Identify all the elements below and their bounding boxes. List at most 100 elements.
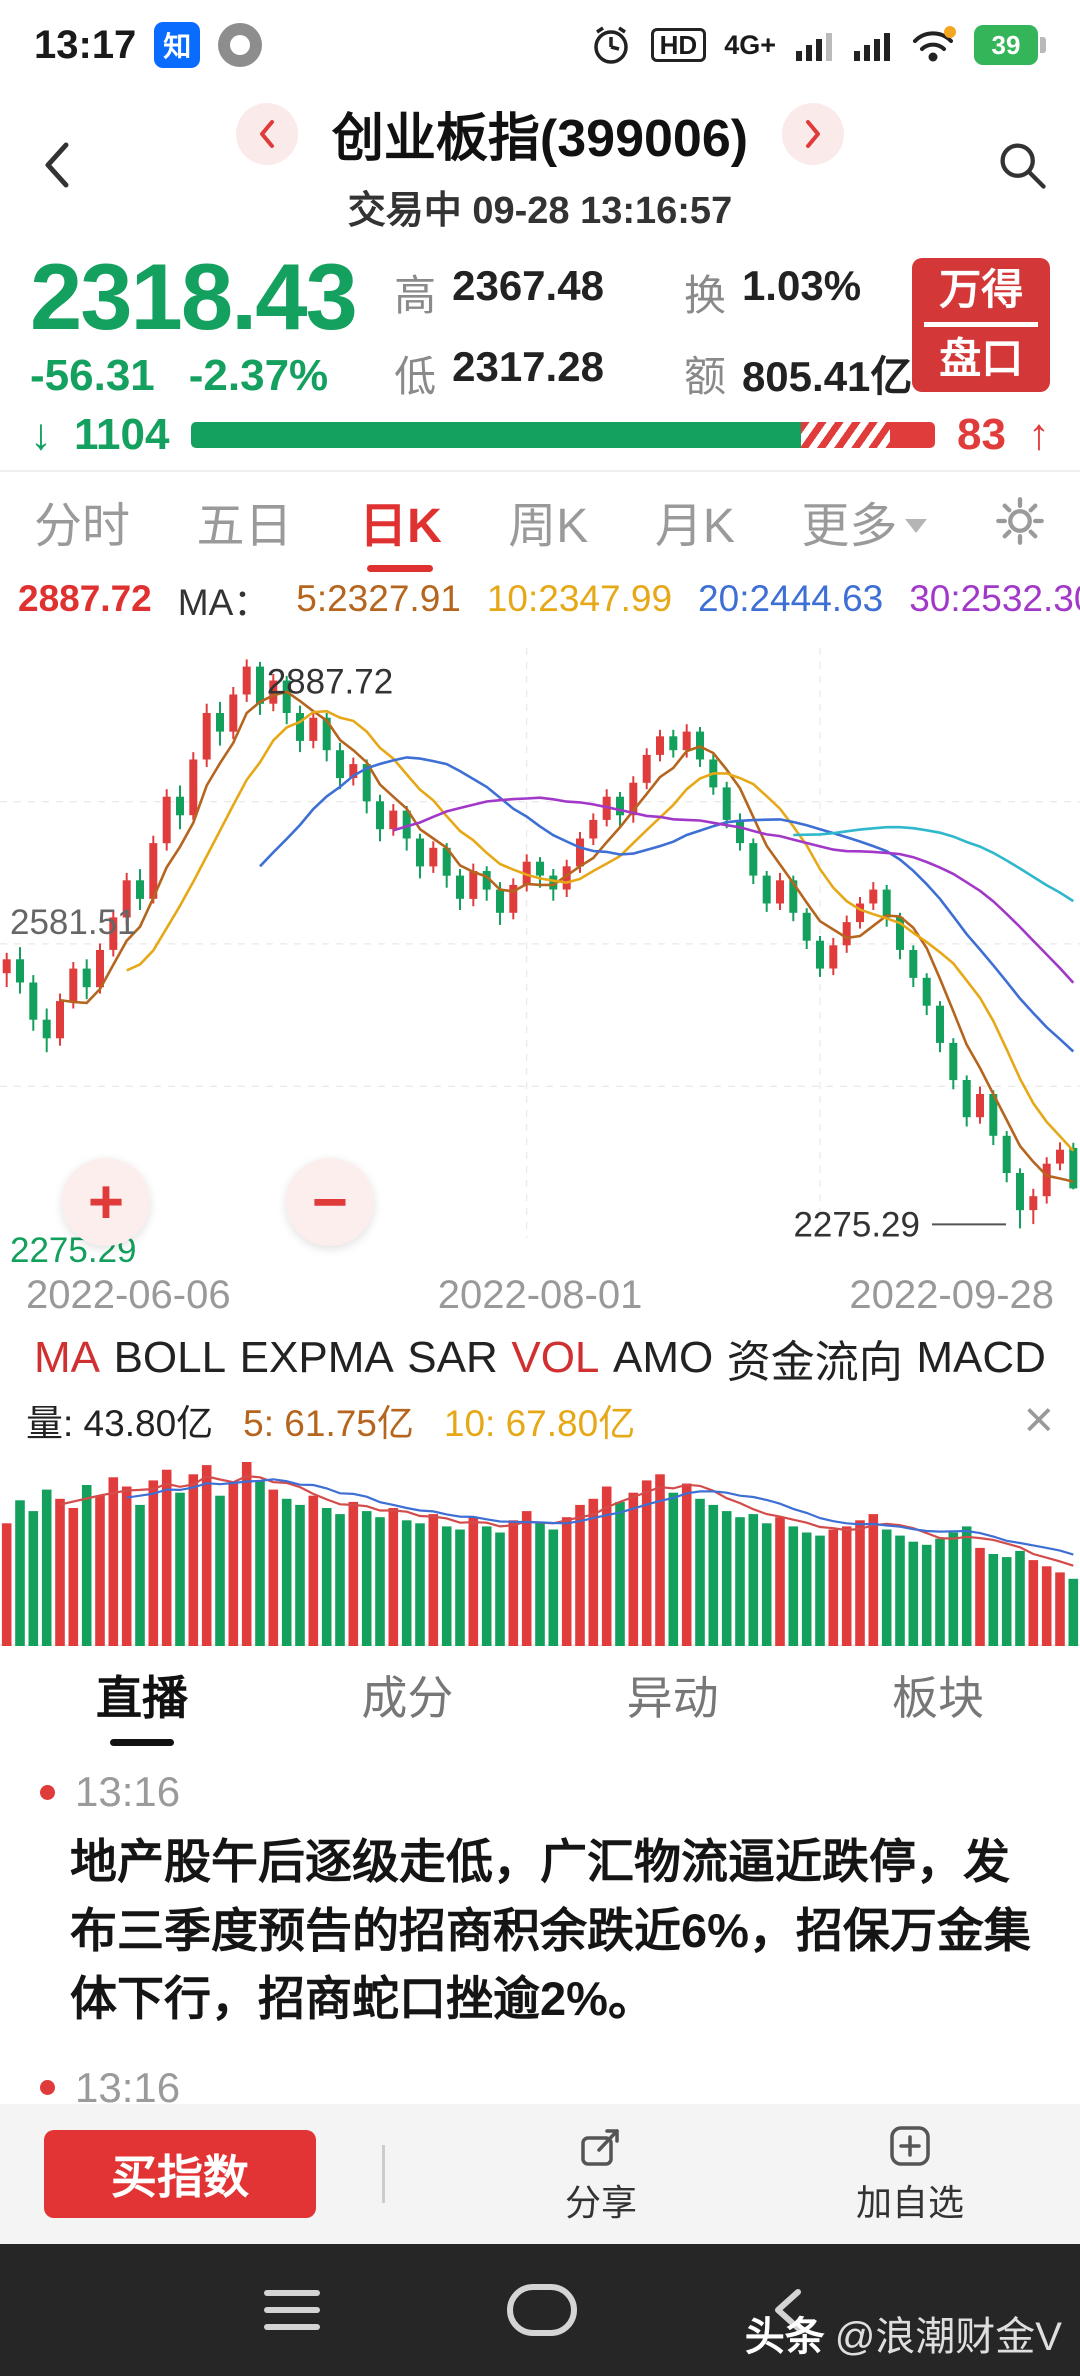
action-bar: 买指数 分享 加自选 bbox=[0, 2104, 1080, 2244]
search-icon[interactable] bbox=[994, 137, 1050, 193]
toutiao-status-icon bbox=[218, 23, 263, 67]
period-tabs: 分时 五日 日K 周K 月K 更多 bbox=[0, 472, 1080, 570]
indicator-sar[interactable]: SAR bbox=[407, 1333, 498, 1382]
page-title: 创业板指(399006) bbox=[331, 110, 749, 168]
ma20-value: 20:2444.63 bbox=[698, 578, 884, 619]
ma5-value: 5:2327.91 bbox=[296, 578, 461, 619]
volume-chart bbox=[0, 1446, 1080, 1646]
market-breadth-bar: ↓ 1104 83 ↑ bbox=[0, 400, 1080, 472]
battery-indicator: 39 bbox=[974, 25, 1046, 65]
news-text: 地产股午后逐级走低，广汇物流逼近跌停，发布三季度预告的招商积余跌近6%，招保万金… bbox=[70, 1835, 1031, 2026]
status-time: 13:17 bbox=[34, 22, 137, 67]
divider bbox=[382, 2145, 385, 2203]
android-back-icon[interactable] bbox=[764, 2284, 816, 2336]
chevron-right-icon bbox=[806, 119, 821, 148]
tab-weekly-k[interactable]: 周K bbox=[508, 500, 589, 553]
signal-bars-icon bbox=[796, 33, 832, 61]
alarm-clock-icon bbox=[593, 26, 628, 64]
content-tabs: 直播 成分 异动 板块 bbox=[0, 1646, 1080, 1744]
axis-max-label: 2887.72 bbox=[18, 578, 152, 619]
zoom-out-button[interactable]: − bbox=[286, 1158, 374, 1246]
volume-legend: 量: 43.80亿 5: 61.75亿 10: 67.80亿 × bbox=[0, 1394, 1080, 1446]
svg-text:2581.51: 2581.51 bbox=[10, 903, 137, 942]
tab-more[interactable]: 更多 bbox=[801, 486, 928, 556]
stat-amount: 额 805.41亿 bbox=[683, 353, 913, 400]
indicator-expma[interactable]: EXPMA bbox=[239, 1333, 394, 1382]
share-button[interactable]: 分享 bbox=[565, 2122, 637, 2226]
header: 创业板指(399006) 交易中 09-28 13:16:57 bbox=[0, 90, 1080, 240]
up-arrow-icon: ↑ bbox=[1028, 410, 1050, 459]
list-item[interactable]: 13:16 地产股午后逐级走低，广汇物流逼近跌停，发布三季度预告的招商积余跌近6… bbox=[40, 1768, 1040, 2034]
status-bar: 13:17 知 HD 4G+ 39 bbox=[0, 0, 1080, 90]
quote-stats: 高 2367.48 换 1.03% 低 2317.28 额 805.41亿 bbox=[394, 262, 912, 404]
tab-sectors[interactable]: 板块 bbox=[891, 1672, 984, 1724]
tab-live[interactable]: 直播 bbox=[96, 1662, 188, 1728]
indicator-ma[interactable]: MA bbox=[34, 1333, 100, 1382]
minus-icon: − bbox=[311, 1167, 349, 1237]
next-index-button[interactable] bbox=[782, 102, 845, 165]
ma30-value: 30:2532.30 bbox=[909, 578, 1080, 619]
svg-text:2887.72: 2887.72 bbox=[267, 662, 394, 701]
signal-bars-2-icon bbox=[854, 33, 890, 61]
svg-text:2275.29: 2275.29 bbox=[793, 1205, 920, 1244]
x-axis-labels: 2022-06-06 2022-08-01 2022-09-28 bbox=[0, 1268, 1080, 1322]
system-nav-bar: 头条 @浪潮财金V bbox=[0, 2244, 1080, 2376]
close-volume-panel-icon[interactable]: × bbox=[1023, 1391, 1054, 1449]
breadth-ratio-bar bbox=[191, 422, 936, 448]
ma-legend: 2887.72 MA： 5:2327.91 10:2347.99 20:2444… bbox=[0, 570, 1080, 628]
indicator-tabs: MA BOLL EXPMA SAR VOL AMO 资金流向 MACD bbox=[0, 1322, 1080, 1394]
wifi-icon bbox=[913, 26, 956, 62]
volume-ma10: 10: 67.80亿 bbox=[443, 1403, 636, 1444]
volume-current: 量: 43.80亿 bbox=[26, 1403, 214, 1444]
tab-five-day[interactable]: 五日 bbox=[196, 500, 293, 553]
advancers-count: 83 bbox=[957, 410, 1006, 459]
wind-orderbook-badge[interactable]: 万得 盘口 bbox=[912, 258, 1050, 392]
bullet-dot-icon bbox=[40, 1784, 55, 1800]
list-item[interactable]: 13:16 bbox=[40, 2064, 1040, 2104]
stat-turnover: 换 1.03% bbox=[683, 262, 862, 319]
plus-icon: + bbox=[87, 1167, 125, 1237]
prev-index-button[interactable] bbox=[235, 102, 298, 165]
down-arrow-icon: ↓ bbox=[30, 410, 52, 459]
chevron-left-icon bbox=[259, 119, 274, 148]
stat-high: 高 2367.48 bbox=[394, 262, 604, 319]
indicator-amo[interactable]: AMO bbox=[612, 1333, 714, 1382]
tab-monthly-k[interactable]: 月K bbox=[654, 500, 735, 553]
trading-status: 交易中 09-28 13:16:57 bbox=[347, 190, 733, 232]
news-timestamp: 13:16 bbox=[75, 2063, 181, 2104]
x-label-mid: 2022-08-01 bbox=[437, 1272, 643, 1317]
share-icon bbox=[581, 2129, 619, 2166]
price-change-pct: -2.37% bbox=[188, 350, 329, 400]
tab-constituents[interactable]: 成分 bbox=[361, 1672, 454, 1724]
kline-chart: 2887.72 2275.29 2581.51 2275.29 + − bbox=[0, 628, 1080, 1270]
recent-apps-icon[interactable] bbox=[263, 2290, 320, 2330]
chart-settings-gear-icon[interactable] bbox=[994, 495, 1046, 547]
volume-ma5: 5: 61.75亿 bbox=[243, 1403, 414, 1444]
back-icon[interactable] bbox=[30, 137, 86, 193]
indicator-vol[interactable]: VOL bbox=[511, 1333, 600, 1382]
bullet-dot-icon bbox=[40, 2080, 55, 2096]
volume-bars-svg[interactable] bbox=[0, 1446, 1080, 1646]
home-icon[interactable] bbox=[506, 2284, 577, 2336]
price-change: -56.31 bbox=[30, 350, 155, 400]
zoom-in-button[interactable]: + bbox=[62, 1158, 150, 1246]
tab-intraday[interactable]: 分时 bbox=[34, 500, 131, 553]
decliners-count: 1104 bbox=[74, 410, 170, 459]
tab-movers[interactable]: 异动 bbox=[626, 1672, 719, 1724]
add-watchlist-button[interactable]: 加自选 bbox=[856, 2122, 964, 2226]
tab-daily-k[interactable]: 日K bbox=[359, 486, 442, 556]
stat-low: 低 2317.28 bbox=[394, 343, 604, 400]
add-plus-icon bbox=[890, 2126, 930, 2166]
indicator-moneyflow[interactable]: 资金流向 bbox=[726, 1338, 903, 1387]
x-label-end: 2022-09-28 bbox=[849, 1272, 1055, 1317]
ma10-value: 10:2347.99 bbox=[486, 578, 673, 619]
hd-voice-icon: HD bbox=[650, 28, 707, 62]
zhihu-notification-icon: 知 bbox=[154, 22, 201, 68]
network-type-label: 4G+ bbox=[724, 29, 776, 60]
indicator-boll[interactable]: BOLL bbox=[113, 1333, 227, 1382]
indicator-macd[interactable]: MACD bbox=[916, 1333, 1046, 1382]
buy-index-button[interactable]: 买指数 bbox=[44, 2130, 316, 2218]
news-feed: 13:16 地产股午后逐级走低，广汇物流逼近跌停，发布三季度预告的招商积余跌近6… bbox=[0, 1744, 1080, 2104]
